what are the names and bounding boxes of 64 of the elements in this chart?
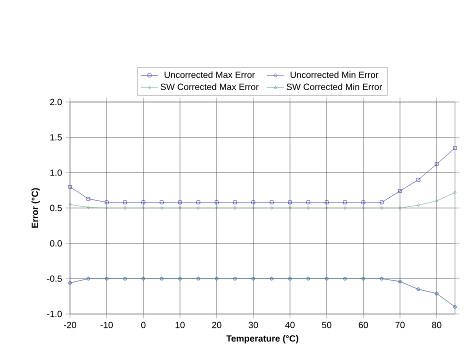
- y-tick-label: 0.0: [50, 240, 62, 247]
- point: [343, 200, 347, 204]
- x-axis-title: Temperature (°C): [226, 335, 298, 344]
- point: [270, 200, 274, 204]
- x-tick-label: 60: [358, 322, 368, 328]
- point: [196, 206, 200, 210]
- y-tick-label: 2.0: [50, 98, 62, 106]
- point: [288, 206, 292, 210]
- y-tick-label: -0.5: [47, 275, 62, 282]
- point: [434, 162, 438, 166]
- point: [178, 200, 182, 204]
- point: [86, 205, 90, 210]
- point: [398, 189, 402, 193]
- point: [306, 200, 310, 204]
- point: [104, 200, 108, 204]
- point: [105, 206, 108, 210]
- x-tick-label: 10: [176, 322, 185, 328]
- point: [324, 200, 328, 204]
- y-tick-label: 0.5: [50, 204, 62, 212]
- point: [288, 200, 292, 204]
- x-tick-label: 40: [285, 322, 295, 328]
- point: [142, 206, 145, 210]
- point: [233, 200, 237, 204]
- point: [123, 200, 127, 204]
- legend-label: Uncorrected Min Error: [290, 71, 378, 78]
- y-tick-label: -1.0: [47, 310, 62, 318]
- point: [398, 206, 402, 210]
- x-tick-label: 50: [322, 322, 332, 328]
- point: [234, 206, 236, 210]
- y-axis-title: Error (°C): [31, 188, 40, 228]
- point: [252, 200, 256, 204]
- point: [142, 200, 146, 204]
- x-tick-label: 80: [432, 322, 442, 328]
- point: [196, 200, 200, 204]
- point: [86, 197, 90, 201]
- point: [325, 206, 328, 210]
- point: [178, 206, 182, 210]
- point: [214, 200, 218, 204]
- x-tick-label: 0: [141, 322, 146, 328]
- point: [435, 199, 438, 203]
- y-tick-label: 1.5: [50, 134, 62, 140]
- point: [252, 206, 255, 210]
- x-tick-label: -20: [64, 322, 76, 328]
- x-tick-label: -10: [100, 322, 113, 328]
- point: [362, 206, 365, 210]
- point: [380, 206, 384, 210]
- point: [416, 178, 420, 182]
- point: [124, 206, 126, 210]
- point: [362, 200, 366, 204]
- y-tick-label: 1.0: [50, 169, 62, 176]
- point: [380, 200, 384, 204]
- point: [306, 206, 310, 210]
- legend-label: Uncorrected Max Error: [164, 71, 255, 78]
- point: [160, 200, 164, 204]
- point: [344, 206, 346, 210]
- legend-label: SW Corrected Min Error: [286, 83, 382, 90]
- point: [215, 206, 218, 210]
- legend-label: SW Corrected Max Error: [160, 83, 259, 90]
- point: [270, 206, 274, 210]
- point: [416, 203, 420, 207]
- x-tick-label: 20: [212, 322, 222, 328]
- x-tick-label: 70: [395, 322, 405, 328]
- point: [160, 206, 164, 210]
- x-tick-label: 30: [248, 322, 258, 328]
